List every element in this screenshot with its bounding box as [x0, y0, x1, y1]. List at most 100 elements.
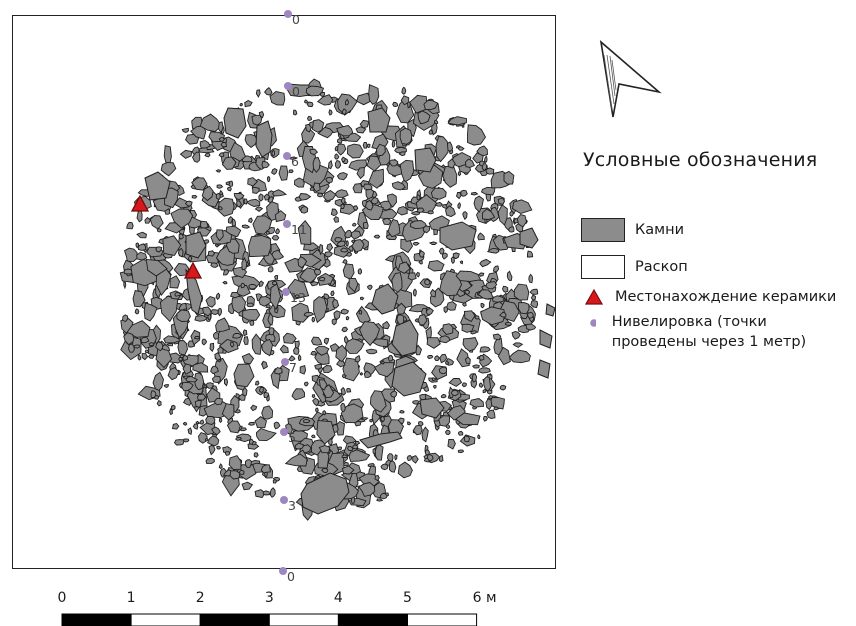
stone [316, 420, 336, 445]
stone [352, 444, 359, 450]
stone [447, 158, 456, 169]
stone [348, 277, 359, 293]
stone [273, 421, 281, 430]
stone [389, 390, 398, 398]
stone [312, 119, 325, 133]
stone [245, 198, 261, 207]
stone [218, 137, 225, 142]
stone [264, 86, 273, 96]
stone [247, 442, 260, 450]
stone [160, 161, 177, 177]
stone [479, 160, 485, 167]
stone [282, 332, 297, 344]
stone [322, 365, 333, 374]
scale-tick-label: 3 [264, 590, 274, 606]
stone [365, 348, 378, 355]
leveling-point [279, 567, 287, 575]
stone [165, 342, 173, 347]
stone [317, 126, 334, 139]
stone [182, 355, 188, 361]
large-stone [359, 431, 403, 449]
stone [178, 357, 183, 362]
stone [527, 312, 534, 319]
stone [248, 235, 272, 258]
stone [184, 200, 193, 207]
stone [399, 409, 405, 414]
stone [266, 176, 271, 183]
stone [336, 143, 347, 156]
stone [461, 382, 468, 388]
stone [439, 270, 463, 297]
stone [306, 115, 313, 121]
stone [226, 186, 232, 192]
stone [126, 221, 134, 230]
stone [241, 481, 254, 491]
leveling-point [281, 358, 289, 366]
stone [269, 283, 281, 311]
stones-swatch [581, 218, 625, 242]
stone [463, 435, 470, 442]
stone [387, 453, 394, 463]
stone [483, 376, 492, 392]
stone [430, 187, 447, 200]
stone [244, 134, 258, 148]
stone [376, 143, 386, 157]
stone [438, 415, 451, 427]
stone [325, 177, 334, 184]
stone [309, 281, 319, 287]
stone [305, 85, 325, 97]
stone [287, 278, 310, 300]
legend-item-ceramics: Местонахождение керамики [585, 287, 836, 307]
stone [360, 296, 365, 301]
stone [346, 143, 364, 159]
stone [133, 344, 140, 349]
stone [346, 387, 352, 393]
stone [205, 295, 216, 308]
stone [144, 349, 150, 354]
stone [373, 234, 381, 239]
stone [441, 252, 448, 260]
stone [482, 415, 488, 422]
stone [342, 108, 347, 116]
stone [223, 378, 229, 387]
stone [370, 196, 379, 205]
stone [253, 452, 259, 458]
stone [269, 91, 286, 106]
stone [346, 251, 352, 257]
stone [312, 397, 319, 407]
stone [363, 221, 369, 230]
stone [321, 468, 329, 473]
stone [261, 338, 273, 357]
stone [365, 199, 374, 211]
stone [144, 216, 152, 224]
stone [258, 386, 264, 394]
stone [417, 313, 428, 326]
stone [334, 189, 349, 198]
stone [381, 217, 392, 226]
stone [482, 208, 496, 220]
stone [241, 224, 251, 229]
stone [388, 355, 394, 362]
stone [470, 330, 477, 335]
stone [455, 412, 481, 426]
large-stone [539, 329, 553, 349]
stone [192, 362, 209, 373]
stone [356, 166, 365, 180]
stone [216, 184, 224, 189]
stone [486, 248, 500, 254]
stone [252, 215, 273, 235]
scale-tick-label: 1 [126, 590, 136, 606]
stone [439, 353, 448, 364]
stone [479, 354, 485, 361]
stone [366, 155, 382, 172]
stone [336, 172, 348, 181]
stone [215, 169, 222, 173]
stone [485, 398, 493, 411]
stone [445, 360, 450, 365]
stone [450, 256, 455, 265]
stone [342, 435, 357, 445]
scale-segment [199, 613, 270, 626]
excavation-swatch [581, 255, 625, 279]
stone [215, 317, 231, 332]
